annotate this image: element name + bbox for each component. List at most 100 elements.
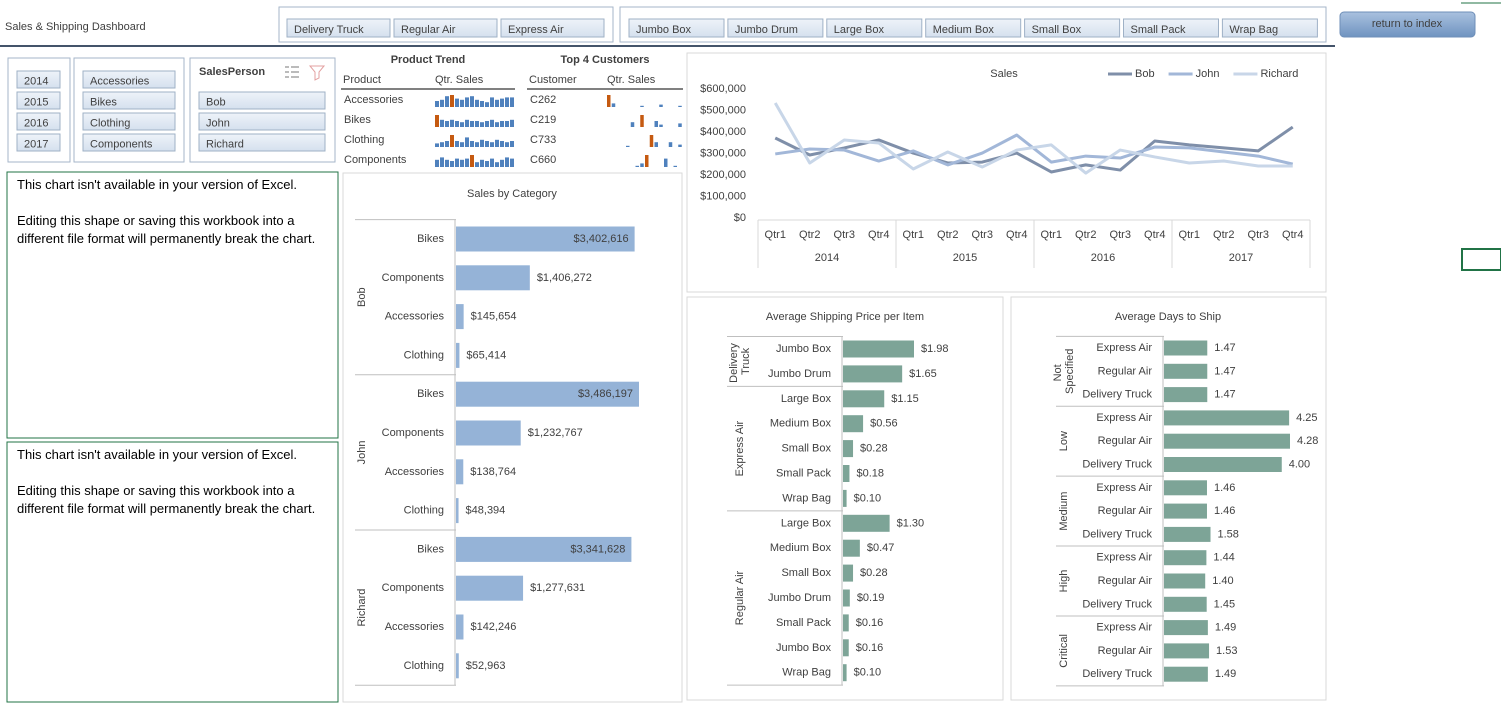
category-label: Wrap Bag [782,492,831,504]
slicer-button-label[interactable]: Accessories [90,76,150,88]
clear-filter-icon[interactable] [308,65,326,81]
x-tick-label: Qtr4 [868,229,889,241]
slicer-button[interactable] [925,18,1022,38]
category-label: Delivery Truck [1082,668,1152,680]
dashboard-title: Sales & Shipping Dashboard [5,21,146,33]
bar [1164,480,1207,496]
category-label: Express Air [1096,482,1152,494]
slicer-button-label[interactable]: 2016 [24,118,48,130]
sparkline-bar [475,162,479,167]
slicer-button[interactable] [1123,18,1219,38]
chart-panel [1010,296,1327,701]
slicer-button-label[interactable]: Clothing [90,118,130,130]
slicer-title: SalesPerson [199,66,265,78]
slicer-button-label[interactable]: Wrap Bag [1229,24,1278,36]
category-label: Large Box [781,517,832,529]
y-tick-label: $400,000 [700,126,746,138]
slicer-button-label[interactable]: 2017 [24,139,48,151]
slicer-button[interactable] [16,133,61,152]
slicer-button-label[interactable]: Bikes [90,97,117,109]
bar [843,539,860,557]
slicer-button-label[interactable]: Components [90,139,153,151]
sparkline-bar [455,158,459,167]
slicer-button-label[interactable]: Small Pack [1131,24,1187,36]
slicer-button[interactable] [1024,18,1121,38]
line-series [773,102,1293,175]
sparkline-bar [630,122,635,127]
slicer-button[interactable] [82,112,176,131]
bar [1164,666,1208,682]
slicer-button[interactable] [198,91,326,110]
sparkline-bar [465,158,469,167]
slicer-button-label[interactable]: Medium Box [933,24,995,36]
data-label: $1.98 [921,343,949,355]
data-label: 1.45 [1214,598,1235,610]
sparkline-bar [505,142,509,147]
sparkline-bar [470,141,474,147]
placeholder-text: This chart isn't available in your versi… [17,176,322,266]
group-label: Richard [356,589,368,627]
group-label: Not Specified [1052,349,1076,394]
slicer-button-label[interactable]: 2014 [24,76,48,88]
slicer-button-label[interactable]: Richard [206,139,244,151]
slicer-button-label[interactable]: John [206,118,230,130]
bar [1164,503,1207,519]
sparkline-bar [435,159,439,167]
category-label: Express Air [1096,342,1152,354]
return-button[interactable] [1339,11,1476,38]
slicer-button[interactable] [628,18,725,38]
bar [843,340,914,358]
data-label: $1,406,272 [537,272,592,284]
slicer-button[interactable] [198,133,326,152]
sparkline-bar [659,104,663,107]
legend-label: Richard [1260,68,1298,80]
bar [1164,620,1208,636]
slicer-button[interactable] [82,91,176,110]
slicer-button[interactable] [500,18,605,38]
data-label: 1.49 [1215,668,1236,680]
y-tick-label: $100,000 [700,191,746,203]
sparkline-bar [500,159,504,167]
category-label: Jumbo Drum [768,368,831,380]
slicer-button[interactable] [16,91,61,110]
slicer-button-label[interactable]: Jumbo Drum [735,24,798,36]
bar [1164,596,1207,612]
category-label: Jumbo Box [776,642,832,654]
slicer-button-label[interactable]: 2015 [24,97,48,109]
sparkline-bar [500,141,504,147]
y-tick-label: $300,000 [700,148,746,160]
slicer-button-label[interactable]: Delivery Truck [294,24,364,36]
slicer-button-label[interactable]: Large Box [834,24,885,36]
placeholder-line: This chart isn't available in your versi… [17,447,297,462]
category-label: Components [382,272,445,284]
slicer-button[interactable] [16,70,61,89]
slicer-button-label[interactable]: Regular Air [401,24,456,36]
chart-title: Sales by Category [467,188,557,200]
slicer-button[interactable] [826,18,923,38]
slicer-button[interactable] [198,112,326,131]
slicer-button[interactable] [393,18,498,38]
slicer-button-label[interactable]: Bob [206,97,226,109]
return-button-label[interactable]: return to index [1372,18,1443,30]
group-label: Critical [1058,634,1070,668]
multi-select-icon[interactable] [285,66,299,78]
x-tick-label: Qtr1 [903,229,924,241]
slicer-button[interactable] [82,133,176,152]
slicer-button[interactable] [286,18,391,38]
slicer-button[interactable] [82,70,176,89]
sparkline-bar [485,102,489,107]
slicer-button[interactable] [727,18,824,38]
slicer-button[interactable] [16,112,61,131]
data-label: $3,402,616 [574,233,629,245]
bar [843,440,854,458]
chart-title: Average Shipping Price per Item [766,311,924,323]
category-label: Components [382,582,445,594]
slicer-button[interactable] [1221,18,1318,38]
sparkline-bar [440,142,444,147]
table-title: Product Trend [391,54,466,66]
slicer-button-label[interactable]: Express Air [508,24,564,36]
slicer-button-label[interactable]: Jumbo Box [636,24,692,36]
slicer-button-label[interactable]: Small Box [1032,24,1082,36]
data-label: $0.10 [854,492,882,504]
